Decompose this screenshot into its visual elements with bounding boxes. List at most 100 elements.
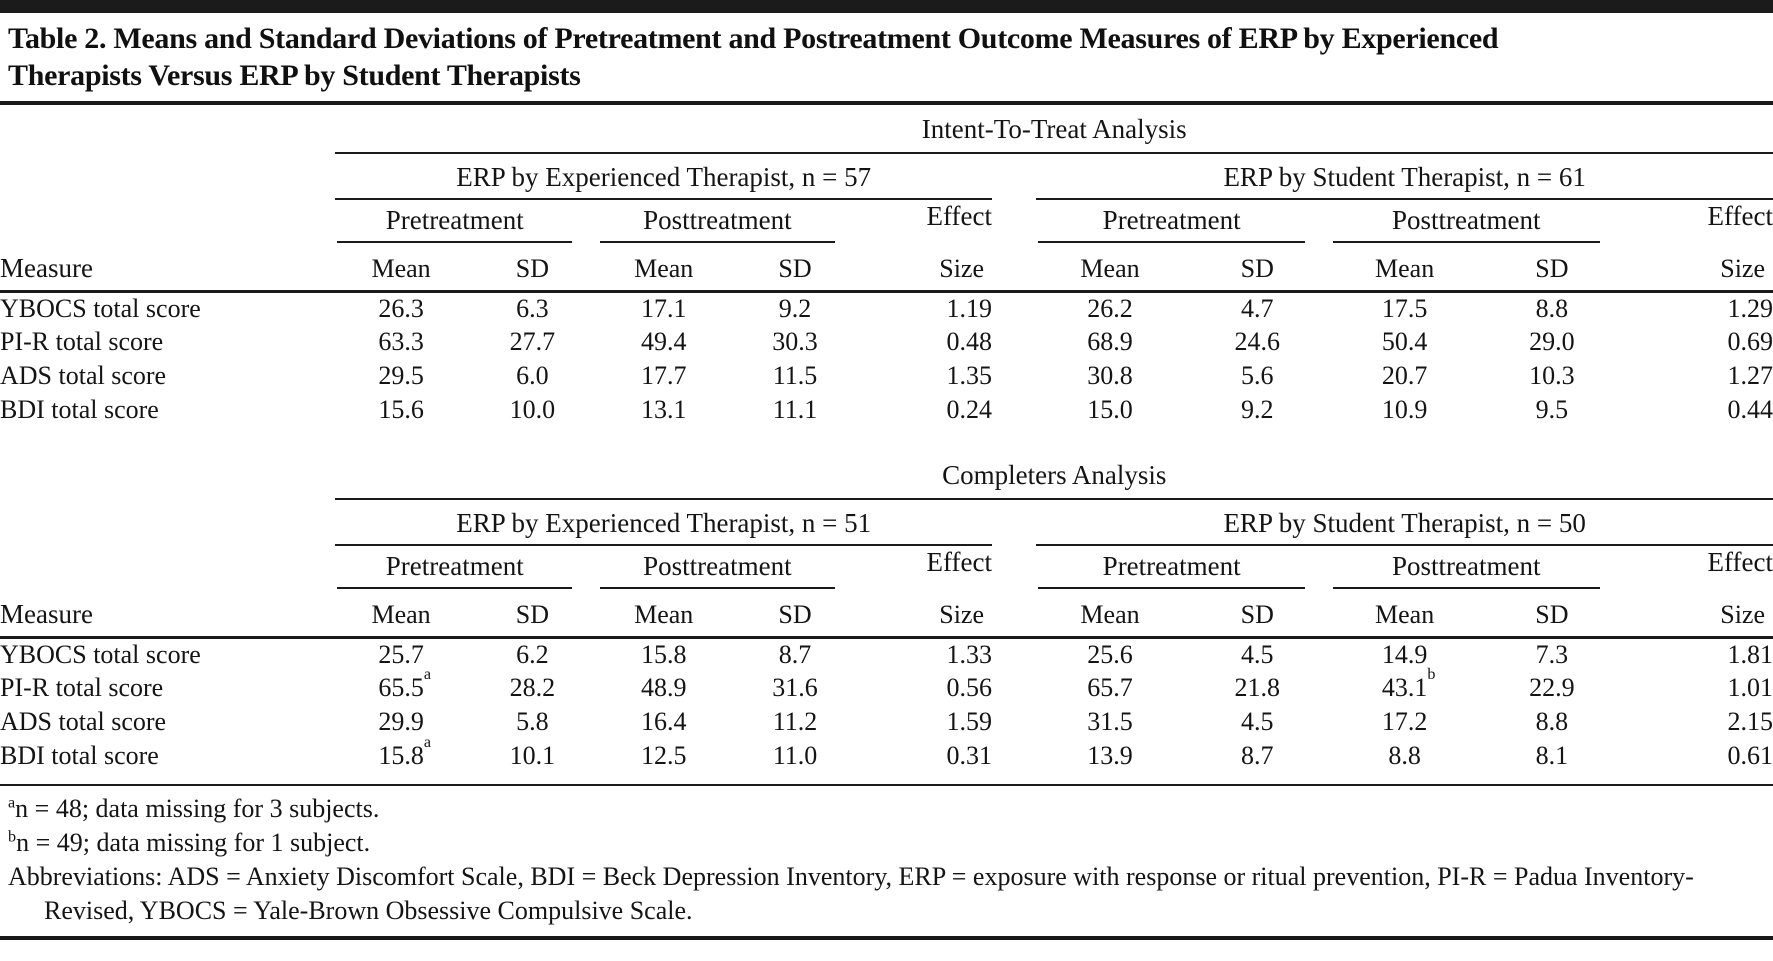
col-header-posttreatment: Posttreatment: [1331, 199, 1626, 245]
value-cell: 11.1: [772, 395, 818, 424]
value-cell: 6.2: [516, 639, 549, 669]
value-cell: 5.8: [516, 707, 549, 736]
value-cell: 8.8: [1330, 739, 1479, 786]
value-cell: 7.3: [1535, 639, 1569, 669]
value-cell: 5.6: [1241, 361, 1274, 390]
measure-cell: BDI total score: [0, 395, 159, 424]
subheader-row: Pretreatment Posttreatment Effect Pretre…: [0, 199, 1773, 245]
table-row-pir-itt: PI-R total score 63.3 27.7 49.4 30.3 0.4…: [0, 325, 1773, 359]
value-cell: 26.3: [378, 293, 424, 323]
group-header-student: ERP by Student Therapist, n = 50: [1036, 499, 1773, 546]
value-cell: 11.5: [772, 361, 818, 390]
value-cell: 30.8: [1087, 361, 1133, 390]
value-cell: 9.2: [1241, 395, 1274, 424]
value-cell: 10.3: [1529, 361, 1575, 390]
value-cell: 8.7: [1183, 739, 1331, 786]
col-header-mean: Mean: [335, 591, 467, 639]
spacer-cell: [992, 359, 1036, 393]
measure-cell: PI-R total score: [0, 327, 164, 356]
col-header-sd: SD: [466, 591, 599, 639]
spacer-cell: [0, 545, 335, 591]
value-cell: 22.9: [1529, 673, 1575, 702]
spacer-cell: [992, 291, 1036, 325]
effect-size-cell: 1.81: [1727, 639, 1773, 669]
effect-size-cell: 0.61: [1625, 739, 1773, 786]
value-cell-with-footnote: 65.5a: [378, 666, 431, 702]
effect-size-cell: 0.24: [946, 395, 993, 424]
section-label-intent-to-treat: Intent-To-Treat Analysis: [335, 105, 1773, 154]
table-row-bdi-completers: BDI total score 15.8a 10.1 12.5 11.0 0.3…: [0, 734, 1773, 786]
value-cell-with-footnote: 43.1b: [1381, 666, 1436, 702]
table-footnotes: an = 48; data missing for 3 subjects. bn…: [0, 786, 1773, 928]
footnote-abbreviations: Abbreviations: ADS = Anxiety Discomfort …: [8, 862, 1694, 925]
value-cell: 29.9: [378, 707, 424, 736]
footnote-mark-b: b: [8, 828, 17, 846]
spacer-cell: [992, 545, 1036, 591]
value-cell: 8.8: [1535, 293, 1569, 323]
col-header-size: Size: [860, 591, 992, 639]
effect-size-cell: 1.59: [946, 707, 993, 736]
value-cell: 24.6: [1234, 327, 1281, 356]
value-cell: 8.7: [778, 639, 812, 669]
value-cell: 25.7: [378, 639, 424, 669]
col-header-size: Size: [860, 245, 992, 293]
effect-size-cell: 1.33: [946, 639, 993, 669]
measure-cell: ADS total score: [0, 361, 167, 390]
value-cell: 17.7: [640, 361, 687, 390]
measure-cell: YBOCS total score: [0, 639, 201, 669]
spacer-cell: [992, 739, 1037, 786]
title-rule: [0, 101, 1773, 105]
table-row-pir-completers: PI-R total score 65.5a 28.2 48.9 31.6 0.…: [0, 666, 1773, 705]
group-header-experienced: ERP by Experienced Therapist, n = 57: [335, 153, 992, 200]
spacer-cell: [992, 705, 1036, 739]
measure-cell: ADS total score: [0, 707, 167, 736]
value-cell: 17.5: [1381, 293, 1428, 323]
col-header-mean: Mean: [598, 591, 730, 639]
spacer-cell: [992, 591, 1037, 639]
value-cell: 50.4: [1381, 327, 1428, 356]
group-header-row: ERP by Experienced Therapist, n = 51 ERP…: [0, 499, 1773, 546]
value-cell: 26.2: [1087, 293, 1133, 323]
col-header-pretreatment: Pretreatment: [1036, 545, 1331, 591]
value-cell: 20.7: [1381, 361, 1428, 390]
col-header-effect: Effect: [926, 201, 992, 231]
value-cell: 15.0: [1087, 395, 1133, 424]
value-cell: 28.2: [509, 673, 556, 702]
effect-size-cell: 0.69: [1727, 327, 1773, 356]
value-cell: 16.4: [640, 707, 687, 736]
value-cell: 68.9: [1087, 327, 1133, 356]
table-row-ads-completers: ADS total score 29.9 5.8 16.4 11.2 1.59 …: [0, 705, 1773, 739]
col-header-sd: SD: [729, 591, 861, 639]
table-row-ybocs-itt: YBOCS total score 26.3 6.3 17.1 9.2 1.19…: [0, 291, 1773, 325]
value-cell: 17.2: [1381, 707, 1428, 736]
spacer-cell: [0, 153, 335, 199]
value-cell: 4.5: [1241, 639, 1274, 669]
value-cell: 11.2: [772, 707, 818, 736]
col-header-measure: Measure: [0, 245, 336, 293]
value-cell: 21.8: [1234, 673, 1281, 702]
value-cell: 9.2: [778, 293, 812, 323]
spacer-cell: [0, 499, 335, 545]
value-cell: 25.6: [1087, 639, 1133, 669]
table-title: Table 2. Means and Standard Deviations o…: [8, 22, 1499, 92]
spacer-cell: [992, 393, 1036, 427]
spacer-cell: [992, 325, 1036, 359]
col-header-pretreatment: Pretreatment: [335, 199, 598, 245]
value-cell: 4.5: [1241, 707, 1274, 736]
col-header-sd: SD: [1183, 591, 1331, 639]
effect-size-cell: 0.48: [946, 327, 993, 356]
col-header-size: Size: [1625, 245, 1773, 293]
table-row-bdi-itt: BDI total score 15.6 10.0 13.1 11.1 0.24…: [0, 393, 1773, 427]
section-label-row: Intent-To-Treat Analysis: [0, 105, 1773, 154]
value-cell: 8.1: [1478, 739, 1626, 786]
value-cell: 29.5: [378, 361, 424, 390]
col-header-sd: SD: [729, 245, 861, 293]
col-header-sd: SD: [1478, 591, 1626, 639]
col-header-effect: Effect: [1707, 547, 1773, 577]
effect-size-cell: 1.19: [946, 293, 993, 323]
footnote-mark-a: a: [8, 794, 16, 812]
col-header-posttreatment: Posttreatment: [598, 199, 861, 245]
value-cell: 10.1: [466, 739, 599, 786]
measure-cell: PI-R total score: [0, 673, 164, 702]
value-cell: 8.8: [1535, 707, 1569, 736]
